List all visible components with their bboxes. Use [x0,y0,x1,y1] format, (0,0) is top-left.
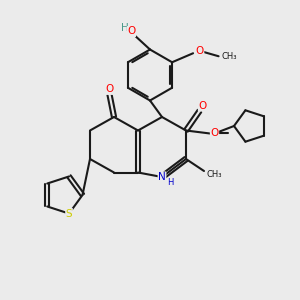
Text: O: O [210,128,219,139]
Text: CH₃: CH₃ [221,52,237,61]
Text: N: N [158,172,166,182]
Text: H: H [167,178,174,187]
Text: O: O [105,84,114,94]
Text: S: S [66,208,72,218]
Text: O: O [198,101,207,111]
Text: O: O [196,46,204,56]
Text: O: O [127,26,136,37]
Text: H: H [121,23,128,33]
Text: CH₃: CH₃ [207,170,222,179]
